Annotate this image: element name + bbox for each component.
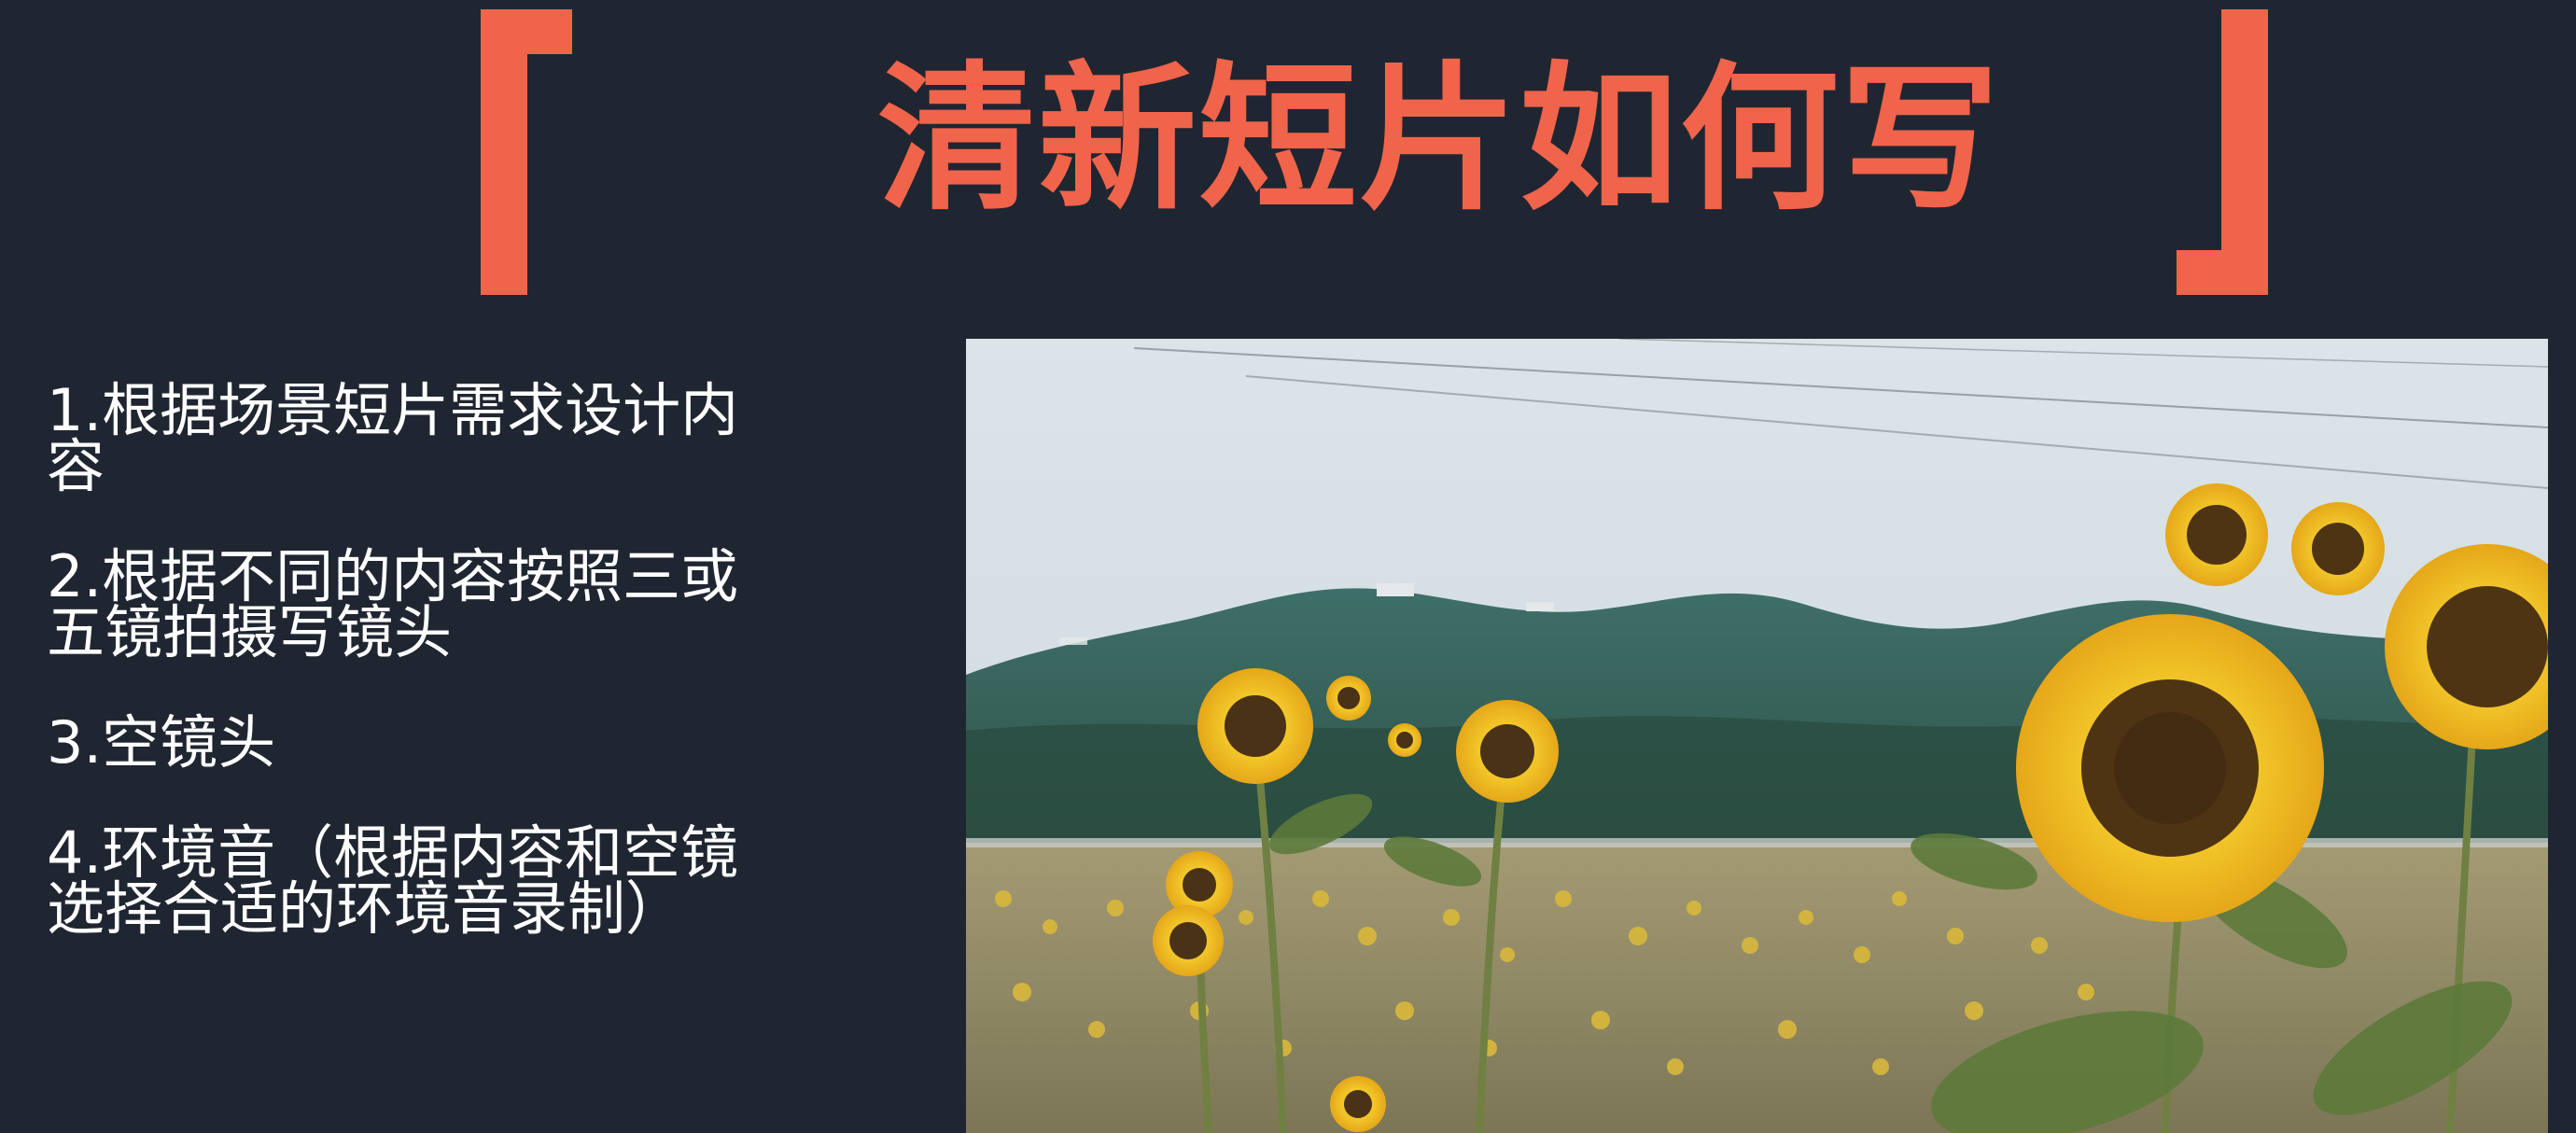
- list-item: 2.根据不同的内容按照三或五镜拍摄写镜头: [47, 542, 739, 666]
- list-item: 3.空镜头: [47, 708, 276, 776]
- content-list: 1.根据场景短片需求设计内容 2.根据不同的内容按照三或五镜拍摄写镜头 3.空镜…: [47, 376, 793, 991]
- sunflower-scene-illustration: [966, 339, 2548, 1133]
- right-bracket-horizontal: [2177, 250, 2268, 295]
- left-bracket-horizontal: [481, 9, 572, 54]
- slide-title: 清新短片如何写: [877, 48, 2002, 232]
- right-bracket-vertical: [2221, 9, 2268, 295]
- list-item: 4.环境音（根据内容和空镜选择合适的环境音录制）: [47, 818, 739, 943]
- list-item: 1.根据场景短片需求设计内容: [47, 376, 739, 500]
- sunflower-field-photo: [966, 339, 2548, 1133]
- left-bracket-vertical: [481, 9, 527, 295]
